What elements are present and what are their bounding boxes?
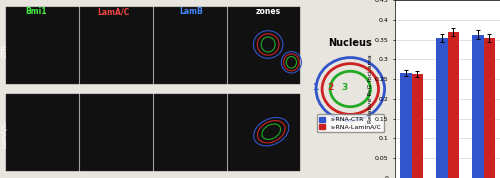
Text: 2: 2	[327, 83, 334, 92]
Text: 3: 3	[341, 83, 347, 92]
Bar	[400, 73, 411, 178]
FancyBboxPatch shape	[80, 94, 153, 171]
Text: Nucleus: Nucleus	[328, 38, 372, 48]
Bar	[412, 74, 423, 178]
Bar	[436, 38, 448, 178]
FancyBboxPatch shape	[228, 94, 300, 171]
Text: zones: zones	[256, 7, 280, 16]
Y-axis label: Relative PcG foci area: Relative PcG foci area	[368, 55, 373, 123]
FancyBboxPatch shape	[6, 7, 79, 84]
Bar	[448, 32, 459, 178]
FancyBboxPatch shape	[154, 94, 226, 171]
FancyBboxPatch shape	[228, 7, 300, 84]
Legend: s-RNA-CTR, s-RNA-LaminA/C: s-RNA-CTR, s-RNA-LaminA/C	[316, 114, 384, 132]
Text: LamA/C: LamA/C	[97, 7, 130, 16]
Text: CTR-: CTR-	[2, 42, 8, 58]
Text: 1: 1	[312, 83, 318, 92]
FancyBboxPatch shape	[80, 7, 153, 84]
Text: Bmi1: Bmi1	[25, 7, 46, 16]
FancyBboxPatch shape	[6, 94, 79, 171]
Text: LamA/C-: LamA/C-	[2, 119, 8, 148]
Text: LamB: LamB	[179, 7, 203, 16]
Bar	[484, 38, 495, 178]
FancyBboxPatch shape	[154, 7, 226, 84]
Bar	[472, 35, 484, 178]
